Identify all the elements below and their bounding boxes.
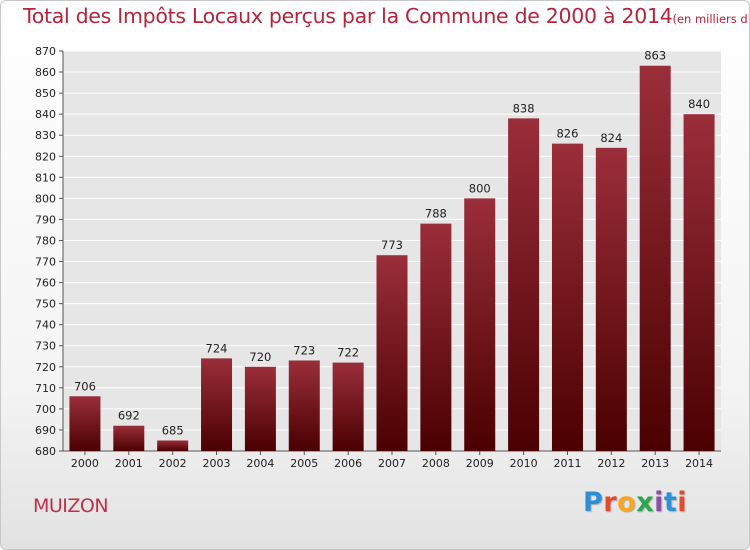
- value-label: 824: [600, 131, 622, 145]
- x-tick-label: 2014: [685, 457, 713, 470]
- bar: [201, 358, 233, 451]
- value-label: 706: [74, 379, 96, 393]
- y-tick-label: 710: [35, 382, 56, 395]
- y-tick-label: 750: [35, 298, 56, 311]
- value-label: 722: [337, 346, 359, 360]
- bar: [69, 396, 101, 451]
- y-tick-label: 770: [35, 256, 56, 269]
- bar: [508, 118, 540, 452]
- value-label: 826: [556, 127, 578, 141]
- value-label: 724: [206, 341, 228, 355]
- x-tick-label: 2004: [246, 457, 274, 470]
- y-tick-label: 730: [35, 340, 56, 353]
- brand-letter: i: [654, 487, 664, 518]
- brand-letter: o: [617, 487, 637, 518]
- value-label: 838: [513, 101, 535, 115]
- chart-unit: (en milliers d'€): [672, 12, 750, 26]
- x-tick-label: 2000: [71, 457, 99, 470]
- x-tick-label: 2007: [378, 457, 406, 470]
- y-tick-label: 810: [35, 171, 56, 184]
- y-tick-label: 800: [35, 192, 56, 205]
- bar: [157, 440, 189, 451]
- y-tick-label: 760: [35, 277, 56, 290]
- brand-letter: t: [663, 487, 678, 518]
- bar: [332, 362, 364, 451]
- brand-letter: P: [583, 487, 604, 518]
- value-label: 723: [293, 343, 315, 357]
- bar: [639, 65, 671, 451]
- y-tick-label: 840: [35, 108, 56, 121]
- y-tick-label: 740: [35, 319, 56, 332]
- value-label: 685: [162, 423, 184, 437]
- value-label: 863: [644, 49, 666, 63]
- x-tick-label: 2006: [334, 457, 362, 470]
- bar: [376, 255, 408, 451]
- x-tick-label: 2005: [290, 457, 318, 470]
- bar: [288, 360, 320, 451]
- bar: [420, 223, 452, 451]
- x-tick-label: 2011: [553, 457, 581, 470]
- y-tick-label: 720: [35, 361, 56, 374]
- y-tick-label: 820: [35, 150, 56, 163]
- y-tick-label: 780: [35, 234, 56, 247]
- value-label: 720: [249, 350, 271, 364]
- bar: [113, 425, 145, 451]
- brand-letter: i: [677, 487, 688, 518]
- commune-name: MUIZON: [33, 495, 109, 517]
- x-tick-label: 2008: [422, 457, 450, 470]
- value-label: 840: [688, 97, 710, 111]
- y-tick-label: 690: [35, 424, 56, 437]
- y-tick-label: 860: [35, 66, 56, 79]
- x-tick-label: 2001: [115, 457, 143, 470]
- y-tick-label: 830: [35, 129, 56, 142]
- value-label: 788: [425, 207, 447, 221]
- chart-title: Total des Impôts Locaux perçus par la Co…: [23, 4, 750, 28]
- x-tick-label: 2002: [159, 457, 187, 470]
- value-label: 800: [469, 181, 491, 195]
- value-label: 692: [118, 409, 140, 423]
- y-tick-label: 700: [35, 403, 56, 416]
- value-label: 773: [381, 238, 403, 252]
- proxiti-logo[interactable]: Proxiti: [583, 487, 687, 518]
- x-tick-label: 2013: [641, 457, 669, 470]
- y-tick-label: 850: [35, 87, 56, 100]
- y-tick-label: 680: [35, 445, 56, 458]
- bar: [595, 147, 627, 451]
- y-tick-label: 870: [35, 45, 56, 58]
- x-tick-label: 2003: [203, 457, 231, 470]
- bar: [551, 143, 583, 451]
- bar: [683, 114, 715, 451]
- bar: [244, 366, 276, 451]
- x-tick-label: 2012: [597, 457, 625, 470]
- bar: [464, 198, 496, 451]
- x-tick-label: 2009: [466, 457, 494, 470]
- x-tick-label: 2010: [510, 457, 538, 470]
- y-tick-label: 790: [35, 213, 56, 226]
- brand-letter: x: [636, 487, 655, 518]
- chart-title-text: Total des Impôts Locaux perçus par la Co…: [23, 4, 673, 28]
- brand-letter: r: [603, 487, 618, 518]
